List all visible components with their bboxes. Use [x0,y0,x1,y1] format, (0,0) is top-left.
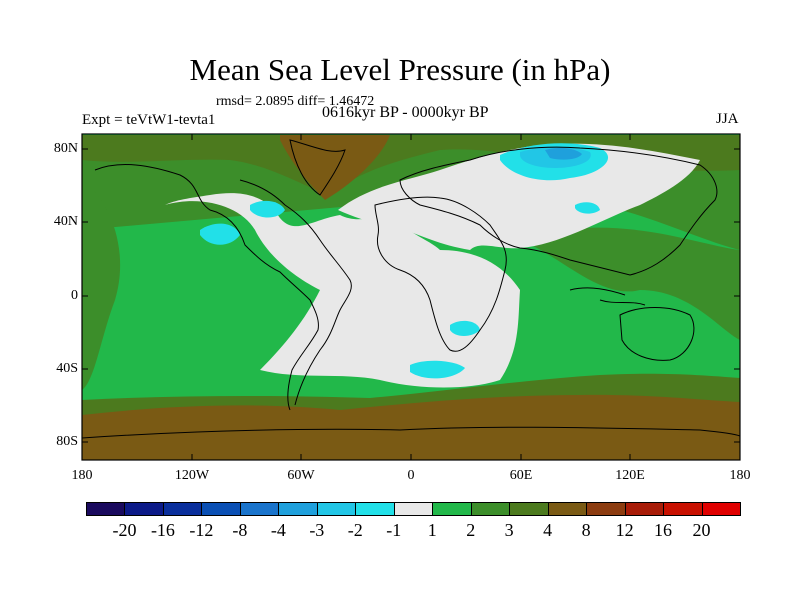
antarctica-coast [81,426,741,439]
colorbar-label: 12 [615,520,634,540]
colorbar-swatch [586,502,626,516]
colorbar-label: 2 [466,520,476,540]
colorbar-swatch [316,502,357,516]
colorbar-swatch [509,502,549,516]
antarctic-band [82,440,740,460]
colorbar-swatch [201,502,241,516]
africa-coast [374,196,507,352]
colorbar-swatch [124,502,164,516]
colorbar-swatch [624,502,665,516]
siberia-low-inner [545,147,582,160]
colorbar-label: 16 [654,520,673,540]
colorbar-swatch [663,502,703,516]
colorbar-swatch [162,502,203,516]
colorbar-label: 3 [504,520,514,540]
colorbar-label: -2 [347,520,363,540]
eurasia-coast [399,146,718,276]
lat-label-40s: 40S [56,361,78,376]
experiment-label: Expt = teVtW1-tevta1 [82,112,216,128]
colorbar-label: -12 [189,520,214,540]
lat-label-0: 0 [71,288,78,303]
central-asia-low [575,202,600,214]
greenland-brown [280,135,390,200]
colorbar-swatch [701,502,741,516]
colorbar-swatch [470,502,511,516]
lat-label-40n: 40N [53,214,78,229]
colorbar-label: -3 [309,520,325,540]
lon-label-180e: 180 [729,468,751,483]
period-label: 0616kyr BP - 0000kyr BP [322,104,489,121]
south-atlantic-low [410,360,465,379]
eurasia-gray-region [338,143,700,250]
hudson-low [250,200,285,218]
colorbar-swatch [393,502,434,516]
americas-east-coast [239,179,352,406]
colorbar-label: 20 [692,520,711,540]
asia-band [520,227,740,340]
lat-label-80n: 80N [53,141,78,156]
lon-label-120e: 120E [615,468,645,483]
lon-label-60e: 60E [509,468,533,483]
colorbar-swatch [278,502,318,516]
colorbar-label: -1 [386,520,402,540]
pacific-west-band [82,180,121,390]
colorbar-label: -4 [270,520,286,540]
season-label: JJA [716,111,739,127]
colorbar-label: -8 [232,520,248,540]
indonesia-coast [569,287,646,306]
colorbar-label: -16 [150,520,175,540]
colorbar-label: 8 [581,520,591,540]
colorbar-label: -20 [112,520,137,540]
coastlines [81,139,741,439]
colorbar-swatch [239,502,280,516]
americas-west-coast [94,164,319,411]
colorbar-swatch [432,502,472,516]
axis-ticks [82,134,740,460]
lon-label-180w: 180 [71,468,93,483]
colorbar-swatch [547,502,588,516]
stats-text: rmsd= 2.0895 diff= 1.46472 [216,94,375,109]
colorbar-swatch [355,502,395,516]
lon-label-0: 0 [407,468,415,483]
southern-africa-low [450,320,480,336]
atlantic-gray-region [165,193,520,388]
north-america-low [200,223,240,245]
lon-label-60w: 60W [287,468,315,483]
australia-coast [619,307,695,361]
lon-label-120w: 120W [174,468,210,483]
lat-label-80s: 80S [56,434,78,449]
plot-title: Mean Sea Level Pressure (in hPa) [189,52,611,87]
greenland-coast [289,139,346,196]
colorbar-label: 1 [427,520,437,540]
colorbar-label: 4 [543,520,553,540]
colorbar-swatch [86,502,126,516]
